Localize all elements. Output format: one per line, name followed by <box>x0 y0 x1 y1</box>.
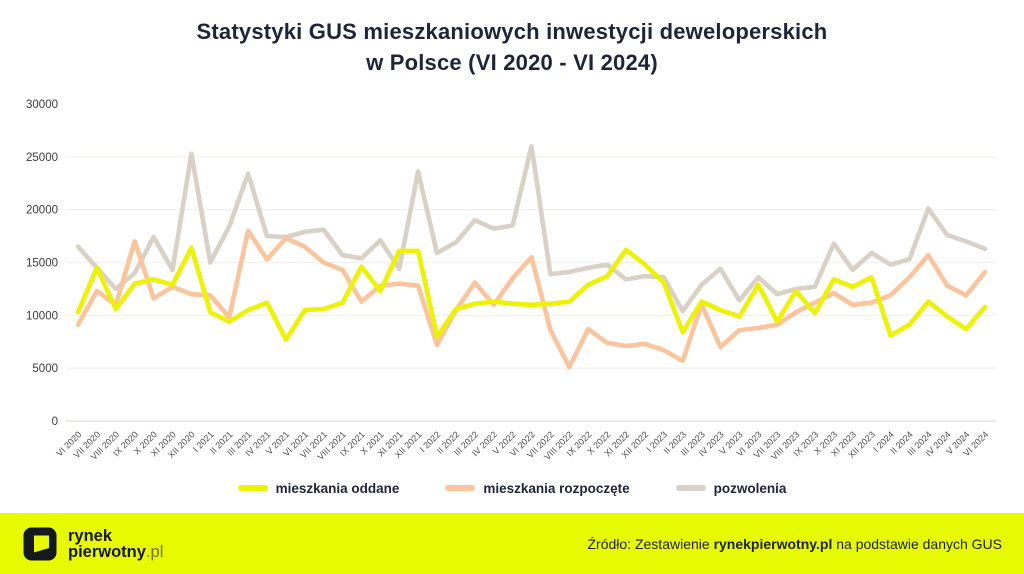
y-tick-label: 30000 <box>26 99 58 111</box>
logo-wordmark: rynek pierwotny.pl <box>68 526 164 561</box>
chart-legend: mieszkania oddane mieszkania rozpoczęte po… <box>0 476 1024 500</box>
source-suffix: na podstawie danych GUS <box>832 535 1002 552</box>
chart-area: 0 5000 10000 15000 20000 25000 30000 VI 2020 VII… <box>0 95 1024 475</box>
legend-swatch-icon <box>675 485 706 491</box>
series-line-mieszkania-rozpoczęte <box>75 228 988 370</box>
footer-bar: rynek pierwotny.pl Źródło: Zestawienie r… <box>0 513 1024 574</box>
rynekpierwotny-logo: rynek pierwotny.pl <box>22 526 163 562</box>
chart-title: Statystyki GUS mieszkaniowych inwestycji… <box>0 16 1024 78</box>
legend-label: mieszkania oddane <box>275 480 400 496</box>
y-tick-label: 10000 <box>26 310 58 322</box>
legend-item-1: mieszkania oddane <box>237 480 400 496</box>
legend-label: pozwolenia <box>713 480 787 496</box>
y-tick-label: 20000 <box>26 205 58 217</box>
source-caption: Źródło: Zestawienie rynekpierwotny.pl na… <box>588 536 1003 552</box>
legend-item-3: pozwolenia <box>675 480 787 496</box>
series-line-mieszkania-oddane <box>75 245 988 342</box>
legend-item-2: mieszkania rozpoczęte <box>445 480 630 496</box>
y-tick-label: 15000 <box>26 258 58 270</box>
logo-line2: pierwotny.pl <box>68 542 164 561</box>
source-prefix: Źródło: Zestawienie <box>587 535 714 552</box>
y-tick-label: 5000 <box>32 363 58 375</box>
chart-title-line2: w Polsce (VI 2020 - VI 2024) <box>366 50 658 75</box>
cube-logo-icon <box>23 527 57 560</box>
chart-title-line1: Statystyki GUS mieszkaniowych inwestycji… <box>196 19 828 44</box>
legend-swatch-icon <box>445 485 476 491</box>
logo-line1: rynek <box>68 526 113 545</box>
series-line-pozwolenia <box>75 143 988 314</box>
logo-pl-suffix: .pl <box>145 542 164 561</box>
y-tick-label: 0 <box>52 416 58 428</box>
legend-label: mieszkania rozpoczęte <box>483 480 630 496</box>
legend-swatch-icon <box>237 485 268 491</box>
y-tick-label: 25000 <box>26 152 58 164</box>
source-brand: rynekpierwotny.pl <box>713 535 833 552</box>
